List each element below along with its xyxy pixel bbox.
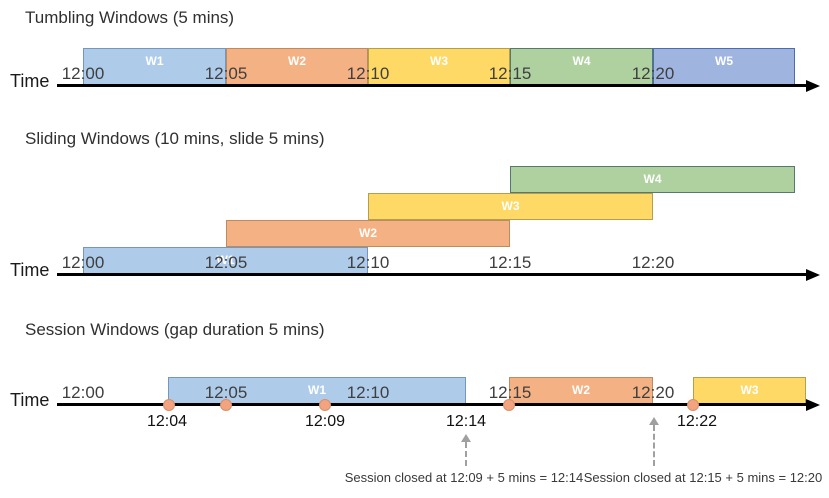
axis-tick-label: 12:15 <box>488 383 532 402</box>
window-label-w2: W2 <box>288 54 306 68</box>
event-time-label: 12:09 <box>304 413 346 430</box>
event-dot <box>687 399 699 411</box>
time-axis-label: Time <box>10 390 50 410</box>
window-label-w1: W1 <box>308 383 326 397</box>
window-label-w3: W3 <box>430 54 448 68</box>
callout-arrow-up-icon <box>649 417 659 425</box>
axis-tick-label: 12:20 <box>631 253 675 272</box>
axis-tick-label: 12:20 <box>631 64 675 83</box>
session-closed-callout: Session closed at 12:09 + 5 mins = 12:14 <box>344 470 584 485</box>
event-dot <box>319 399 331 411</box>
window-label-w3: W3 <box>740 383 759 397</box>
axis-tick-label: 12:10 <box>346 253 390 272</box>
event-time-label: 12:22 <box>676 413 718 430</box>
window-label-w4: W4 <box>643 172 662 186</box>
callout-arrow-line <box>653 425 655 466</box>
window-label-w4: W4 <box>572 54 591 68</box>
timeline-arrowhead-icon <box>806 269 820 281</box>
window-bar-w4 <box>510 166 795 193</box>
axis-tick-label: 12:00 <box>61 64 105 83</box>
axis-tick-label: 12:00 <box>61 383 105 402</box>
event-time-label: 12:14 <box>445 413 487 430</box>
axis-tick-label: 12:00 <box>61 253 105 272</box>
section-title: Sliding Windows (10 mins, slide 5 mins) <box>25 129 325 148</box>
window-bar-w1 <box>83 247 368 274</box>
axis-tick-label: 12:05 <box>204 64 248 83</box>
axis-tick-label: 12:15 <box>488 64 532 83</box>
event-dot <box>220 399 232 411</box>
axis-tick-label: 12:10 <box>346 64 390 83</box>
window-bar-w1 <box>83 48 226 85</box>
section-title: Session Windows (gap duration 5 mins) <box>25 320 325 339</box>
window-label-w5: W5 <box>715 54 733 68</box>
window-label-w2: W2 <box>359 226 377 240</box>
event-dot <box>163 399 175 411</box>
axis-tick-label: 12:05 <box>204 253 248 272</box>
timeline <box>57 84 806 87</box>
time-axis-label: Time <box>10 260 50 280</box>
window-bar-w2 <box>509 377 653 404</box>
section-title: Tumbling Windows (5 mins) <box>25 8 235 27</box>
timeline-arrowhead-icon <box>806 80 820 92</box>
axis-tick-label: 12:20 <box>631 383 675 402</box>
window-bar-w4 <box>510 48 653 85</box>
axis-tick-label: 12:05 <box>204 383 248 402</box>
window-label-w1: W1 <box>145 54 164 68</box>
timeline-arrowhead-icon <box>806 399 820 411</box>
event-time-label: 12:04 <box>146 413 188 430</box>
window-label-w1: W1 <box>216 253 235 267</box>
window-bar-w2 <box>226 220 510 247</box>
window-label-w2: W2 <box>572 383 590 397</box>
time-axis-label: Time <box>10 71 50 91</box>
event-dot <box>503 399 515 411</box>
window-bar-w3 <box>693 377 806 404</box>
timeline <box>57 273 806 276</box>
session-closed-callout: Session closed at 12:15 + 5 mins = 12:20 <box>583 470 823 485</box>
window-bar-w2 <box>226 48 368 85</box>
timeline <box>57 403 806 406</box>
window-label-w3: W3 <box>501 199 520 213</box>
axis-tick-label: 12:10 <box>346 383 390 402</box>
callout-arrow-line <box>465 442 467 466</box>
axis-tick-label: 12:15 <box>488 253 532 272</box>
window-bar-w3 <box>368 193 653 220</box>
window-bar-w5 <box>653 48 795 85</box>
callout-arrow-up-icon <box>461 434 471 442</box>
